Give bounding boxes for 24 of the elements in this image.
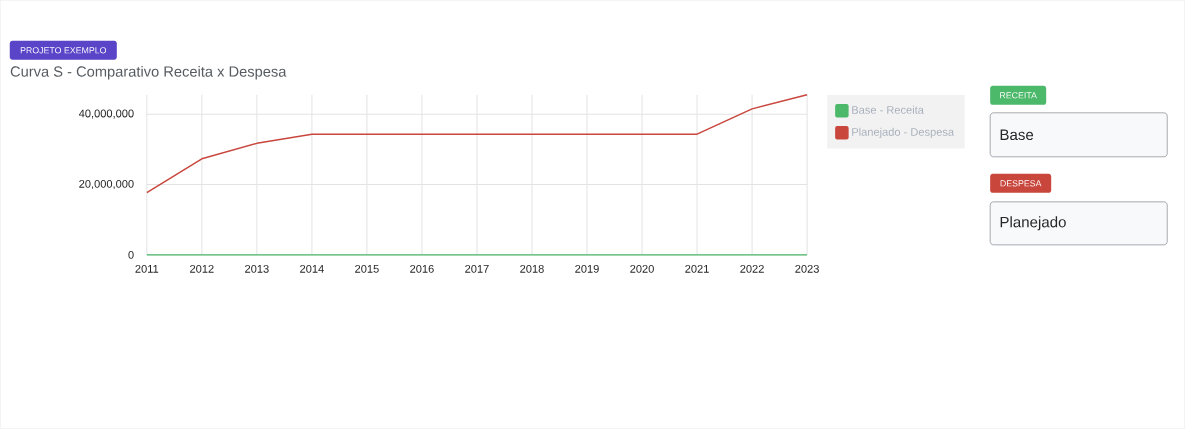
x-tick-label: 2021 (685, 265, 709, 273)
legend-label: Base - Receita (852, 105, 924, 115)
legend-label: Planejado - Despesa (852, 127, 955, 139)
y-tick-label: 20,000,000 (79, 180, 134, 190)
chart-title: Curva S - Comparativo Receita x Despesa (10, 66, 287, 80)
x-tick-label: 2020 (630, 265, 654, 273)
text: Base (1000, 129, 1034, 141)
x-tick-label: 2013 (245, 265, 269, 273)
x-tick-label: 2015 (355, 265, 379, 273)
x-tick-label: 2014 (300, 265, 324, 273)
x-tick-label: 2023 (795, 265, 819, 273)
x-tick-label: 2018 (520, 265, 544, 273)
text: PROJETO EXEMPLO (20, 47, 107, 54)
x-tick-label: 2019 (575, 265, 599, 273)
text: RECEITA (1000, 92, 1037, 99)
text: Planejado (1000, 216, 1066, 231)
x-tick-label: 2012 (190, 265, 214, 273)
x-tick-label: 2016 (410, 265, 434, 273)
y-tick-label: 0 (128, 251, 134, 259)
x-tick-label: 2011 (135, 265, 159, 273)
y-tick-label: 40,000,000 (78, 109, 134, 119)
x-tick-label: 2017 (465, 265, 489, 273)
x-tick-label: 2022 (740, 265, 764, 273)
text: DESPESA (1000, 180, 1042, 187)
